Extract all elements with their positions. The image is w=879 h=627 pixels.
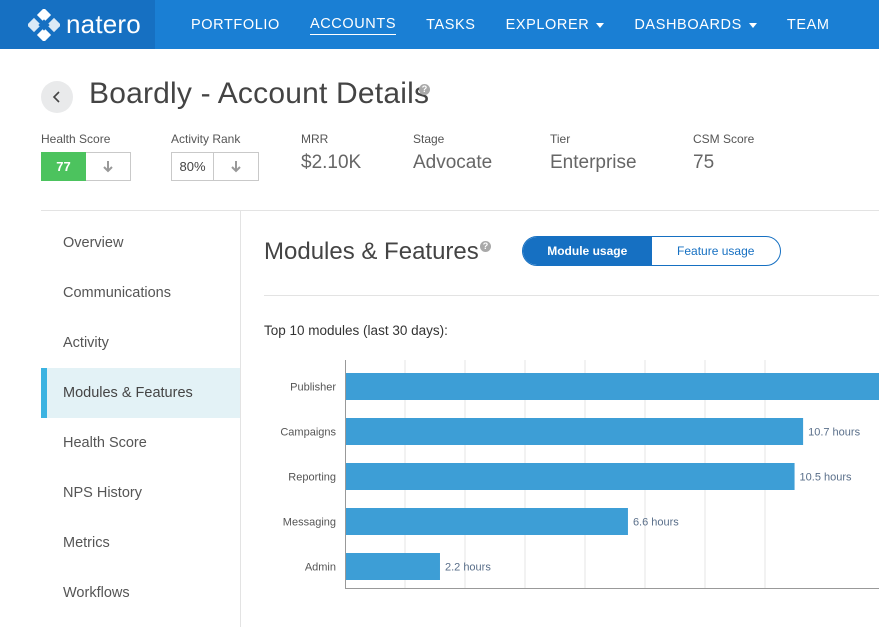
category-label: Admin	[305, 562, 336, 574]
sidebar-item-label: Health Score	[63, 435, 147, 451]
natero-logo-icon	[28, 8, 60, 41]
metric-label: MRR	[301, 132, 329, 146]
metric-label: CSM Score	[693, 132, 755, 146]
nav-accounts-label: ACCOUNTS	[309, 15, 397, 32]
metric-health-score: Health Score 77	[41, 132, 131, 181]
sidebar-item-label: Workflows	[63, 585, 130, 601]
bar-admin[interactable]	[346, 553, 440, 580]
bar-campaigns[interactable]	[346, 418, 804, 445]
sidebar-item-label: Activity	[63, 335, 109, 351]
sidebar-item-overview[interactable]: Overview	[41, 218, 240, 268]
sidebar-item-communications[interactable]: Communications	[41, 268, 240, 318]
nav-dashboards-label: DASHBOARDS	[634, 16, 742, 33]
main-nav: PORTFOLIO ACCOUNTS TASKS EXPLORER DASHBO…	[191, 0, 860, 49]
activity-rank-widget: 80%	[171, 152, 259, 181]
sidebar-divider	[240, 211, 241, 627]
value-label: 6.6 hours	[633, 517, 679, 529]
nav-tasks-label: TASKS	[426, 16, 476, 33]
value-label: 10.5 hours	[800, 472, 852, 484]
arrow-down-icon	[103, 160, 113, 172]
bar-messaging[interactable]	[346, 508, 628, 535]
sidebar-item-health-score[interactable]: Health Score	[41, 418, 240, 468]
metric-label: Tier	[550, 132, 571, 146]
metric-label: Health Score	[41, 132, 111, 146]
health-score-value: 77	[41, 152, 86, 181]
nav-tasks[interactable]: TASKS	[426, 15, 475, 35]
mrr-value: $2.10K	[301, 152, 362, 173]
nav-team-label: TEAM	[786, 16, 830, 33]
category-label: Campaigns	[280, 427, 336, 439]
nav-dashboards[interactable]: DASHBOARDS	[634, 15, 757, 35]
main-divider	[264, 295, 879, 296]
sidebar-item-label: Metrics	[63, 535, 110, 551]
chevron-down-icon	[596, 22, 605, 28]
metric-label: Activity Rank	[171, 132, 241, 146]
sidebar-item-nps-history[interactable]: NPS History	[41, 468, 240, 518]
metric-tier: Tier Enterprise	[550, 132, 637, 174]
sidebar-item-label: Modules & Features	[63, 385, 193, 401]
bar-publisher[interactable]	[346, 373, 879, 400]
nav-portfolio[interactable]: PORTFOLIO	[191, 15, 280, 35]
brand-logo-link[interactable]: natero	[0, 0, 155, 49]
health-score-trend-button[interactable]	[86, 152, 131, 181]
sidebar-item-activity[interactable]: Activity	[41, 318, 240, 368]
category-label: Publisher	[290, 382, 336, 394]
metric-label: Stage	[413, 132, 445, 146]
help-icon[interactable]: ?	[480, 241, 491, 252]
category-label: Messaging	[283, 517, 336, 529]
header-divider	[41, 210, 879, 211]
arrow-down-icon	[231, 160, 241, 172]
sidebar-item-modules-features[interactable]: Modules & Features	[41, 368, 240, 418]
nav-explorer-label: EXPLORER	[505, 16, 590, 33]
metric-stage: Stage Advocate	[413, 132, 492, 174]
csm-score-value: 75	[693, 152, 715, 173]
value-label: 10.7 hours	[808, 427, 860, 439]
brand-name: natero	[66, 9, 141, 39]
module-usage-chart: Publisher Campaigns 10.7 hours Reporting 10.…	[280, 360, 879, 589]
back-button[interactable]	[41, 81, 73, 113]
usage-toggle: Module usage Feature usage	[522, 236, 781, 266]
sidebar-item-workflows[interactable]: Workflows	[41, 568, 240, 618]
metric-csm-score: CSM Score 75	[693, 132, 754, 174]
sidebar-item-metrics[interactable]: Metrics	[41, 518, 240, 568]
nav-team[interactable]: TEAM	[787, 15, 830, 35]
nav-explorer[interactable]: EXPLORER	[506, 15, 605, 35]
value-label: 2.2 hours	[445, 562, 491, 574]
nav-portfolio-label: PORTFOLIO	[191, 16, 280, 33]
metric-activity-rank: Activity Rank 80%	[171, 132, 259, 181]
category-label: Reporting	[288, 472, 336, 484]
page-title: Boardly - Account Details	[89, 77, 430, 110]
tier-value: Enterprise	[550, 152, 637, 173]
chevron-down-icon	[748, 22, 757, 28]
top-nav-bar: natero PORTFOLIO ACCOUNTS TASKS EXPLORER…	[0, 0, 879, 49]
sidebar-item-label: Communications	[63, 285, 171, 301]
health-score-widget: 77	[41, 152, 131, 181]
sidebar-item-label: NPS History	[63, 485, 142, 501]
activity-rank-trend-button[interactable]	[214, 152, 259, 181]
chart-title: Top 10 modules (last 30 days):	[264, 323, 448, 338]
chevron-left-icon	[52, 91, 60, 103]
bar-reporting[interactable]	[346, 463, 795, 490]
feature-usage-button[interactable]: Feature usage	[677, 244, 755, 258]
metric-mrr: MRR $2.10K	[301, 132, 361, 174]
section-title: Modules & Features	[264, 238, 479, 265]
stage-value: Advocate	[413, 152, 493, 173]
module-usage-button[interactable]: Module usage	[523, 237, 652, 265]
sidebar-item-label: Overview	[63, 235, 124, 251]
nav-accounts[interactable]: ACCOUNTS	[309, 15, 397, 35]
activity-rank-value: 80%	[171, 152, 214, 181]
help-icon[interactable]: ?	[419, 84, 430, 95]
